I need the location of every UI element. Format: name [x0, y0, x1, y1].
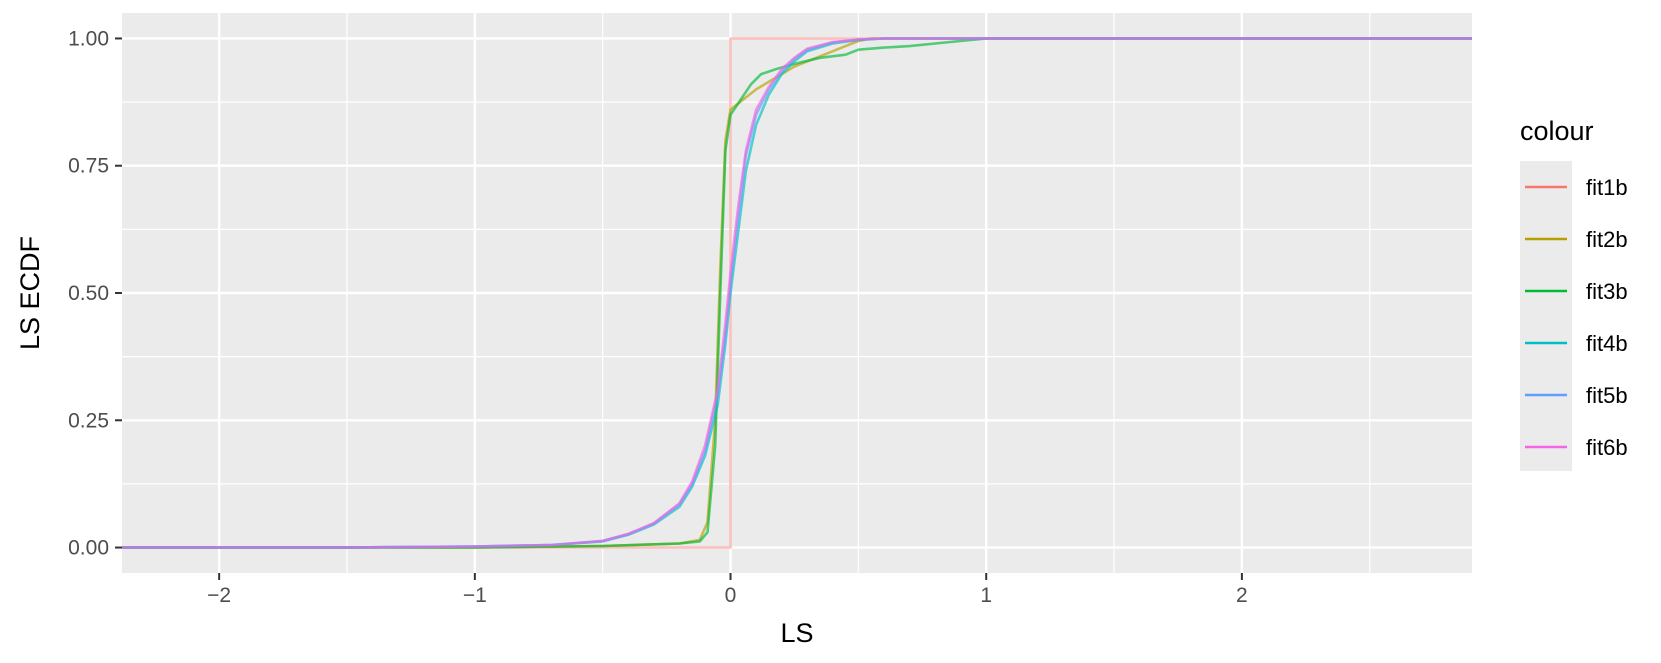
y-axis: 0.00 0.25 0.50 0.75 1.00	[68, 27, 122, 560]
x-axis: −2 −1 0 1 2	[207, 573, 1248, 607]
series-line-fit3b	[122, 37, 1472, 549]
legend-label-fit4b: fit4b	[1586, 331, 1628, 356]
x-tick-label: −1	[463, 584, 487, 607]
x-tick-label: −2	[207, 584, 231, 607]
series-line-fit6b	[122, 37, 1472, 549]
legend-items: fit1b fit2b fit3b fit4b fit5b fit6b	[1525, 175, 1628, 460]
legend-label-fit6b: fit6b	[1586, 435, 1628, 460]
y-tick-label: 0.75	[68, 155, 109, 178]
series-lines	[122, 37, 1472, 549]
legend-label-fit3b: fit3b	[1586, 279, 1628, 304]
legend-label-fit2b: fit2b	[1586, 227, 1628, 252]
y-tick-label: 0.50	[68, 282, 109, 305]
x-axis-title: LS	[780, 618, 813, 648]
legend-label-fit5b: fit5b	[1586, 383, 1628, 408]
legend-title: colour	[1520, 116, 1594, 146]
x-tick-label: 2	[1236, 584, 1248, 607]
y-tick-label: 0.25	[68, 409, 109, 432]
y-tick-label: 1.00	[68, 27, 109, 50]
y-tick-label: 0.00	[68, 537, 109, 560]
x-tick-label: 0	[725, 584, 737, 607]
legend-key-background	[1520, 161, 1572, 471]
y-axis-title: LS ECDF	[15, 236, 45, 350]
legend: colour fit1b fit2b fit3b fit4b fit5b fit6b	[1520, 116, 1628, 471]
legend-label-fit1b: fit1b	[1586, 175, 1628, 200]
x-tick-label: 1	[980, 584, 992, 607]
